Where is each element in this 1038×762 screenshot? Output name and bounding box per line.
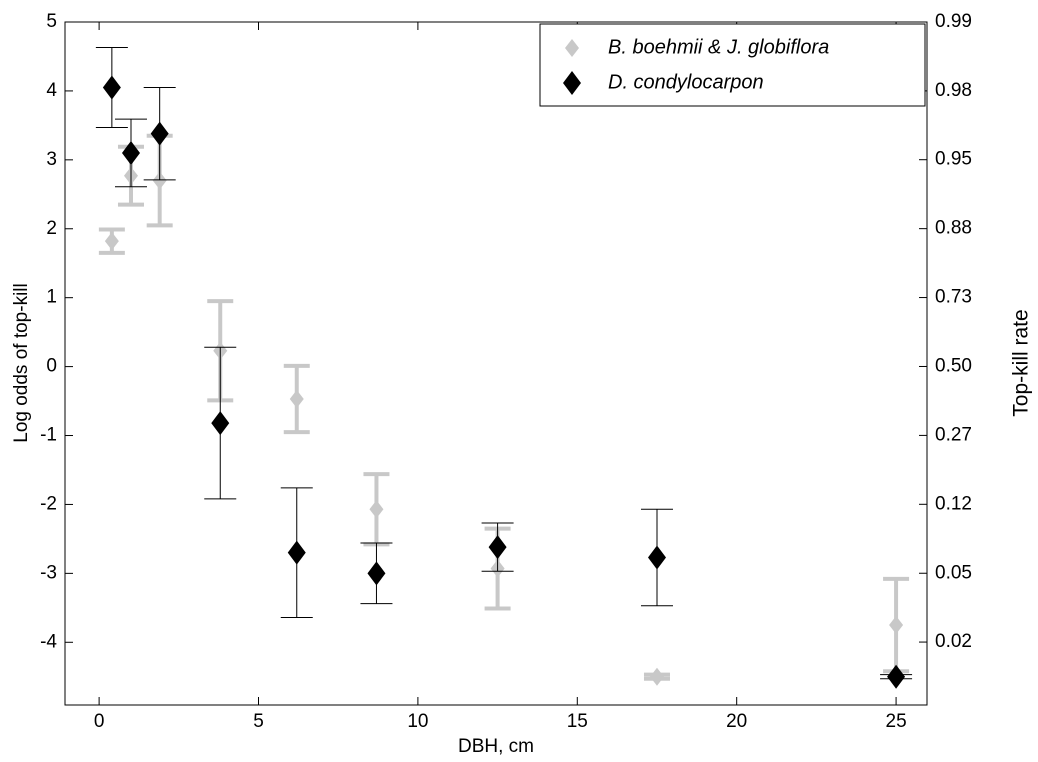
point — [121, 140, 140, 165]
plot-frame — [64, 21, 928, 706]
y-tick-label: -3 — [40, 562, 57, 583]
point — [289, 389, 304, 408]
point — [287, 540, 306, 565]
y-tick-label: -2 — [40, 493, 57, 514]
y2-tick-label: 0.99 — [935, 11, 972, 32]
point — [211, 411, 230, 436]
point — [152, 171, 167, 190]
legend-label: B. boehmii & J. globiflora — [608, 36, 829, 58]
legend-label: D. condylocarpon — [608, 71, 764, 93]
legend-marker — [565, 39, 579, 57]
x-tick-label: 20 — [726, 711, 747, 732]
x-tick-label: 15 — [567, 711, 588, 732]
point — [647, 545, 666, 570]
y-tick-label: 0 — [46, 356, 57, 377]
point — [104, 232, 119, 251]
legend: B. boehmii & J. globiflora D. condylocarp… — [539, 23, 926, 107]
legend-box — [539, 23, 926, 107]
point — [369, 500, 384, 519]
y-tick-label: 5 — [46, 11, 57, 32]
y-tick-label: 2 — [46, 218, 57, 239]
y2-axis-label: Top-kill rate — [1010, 309, 1033, 416]
x-tick-label: 10 — [407, 711, 428, 732]
y2-tick-label: 0.12 — [935, 493, 972, 514]
y-tick-label: -4 — [40, 631, 57, 652]
point — [889, 616, 904, 635]
legend-marker — [563, 71, 581, 95]
point — [649, 667, 664, 686]
point — [488, 535, 507, 560]
y-tick-label: 3 — [46, 149, 57, 170]
y2-tick-label: 0.50 — [935, 355, 972, 376]
y-tick-label: 1 — [46, 287, 57, 308]
point — [887, 664, 906, 689]
y2-tick-label: 0.88 — [935, 218, 972, 239]
y2-tick-label: 0.73 — [935, 287, 972, 308]
y-tick-label: 4 — [46, 80, 57, 101]
x-tick-label: 5 — [253, 711, 264, 732]
y-axis-label: Log odds of top-kill — [11, 283, 32, 443]
y2-tick-label: 0.95 — [935, 149, 972, 170]
y2-tick-label: 0.05 — [935, 562, 972, 583]
point — [102, 75, 121, 100]
point — [367, 561, 386, 586]
x-tick-label: 0 — [94, 711, 105, 732]
x-axis-label: DBH, cm — [458, 736, 534, 757]
y2-tick-label: 0.98 — [935, 80, 972, 101]
y-tick-label: -1 — [40, 425, 57, 446]
y2-tick-label: 0.02 — [935, 631, 972, 652]
point — [150, 121, 169, 146]
x-tick-label: 25 — [886, 711, 907, 732]
y2-tick-label: 0.27 — [935, 424, 972, 445]
